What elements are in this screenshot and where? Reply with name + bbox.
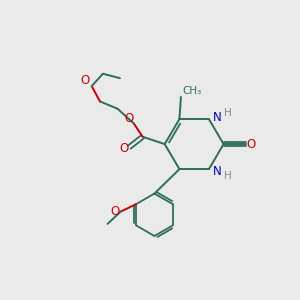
Text: O: O (125, 112, 134, 125)
Text: O: O (246, 138, 256, 151)
Text: H: H (224, 108, 231, 118)
Text: CH₃: CH₃ (182, 86, 202, 96)
Text: O: O (81, 74, 90, 87)
Text: O: O (119, 142, 129, 155)
Text: H: H (224, 172, 231, 182)
Text: N: N (212, 110, 221, 124)
Text: N: N (212, 165, 221, 178)
Text: O: O (110, 205, 119, 218)
